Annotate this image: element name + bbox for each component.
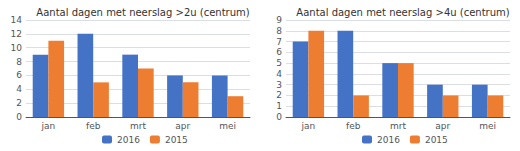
svg-text:9: 9 (276, 15, 282, 25)
svg-text:2: 2 (16, 98, 22, 108)
svg-text:0: 0 (16, 112, 22, 122)
svg-text:2016: 2016 (117, 135, 140, 145)
svg-text:feb: feb (86, 121, 101, 131)
svg-text:7: 7 (276, 37, 282, 47)
svg-text:jan: jan (301, 121, 316, 131)
svg-text:14: 14 (11, 15, 23, 25)
svg-text:4: 4 (16, 84, 22, 94)
svg-text:3: 3 (276, 80, 282, 90)
svg-text:apr: apr (435, 121, 450, 131)
svg-text:6: 6 (16, 70, 22, 80)
svg-text:6: 6 (276, 47, 282, 57)
svg-text:0: 0 (276, 112, 282, 122)
svg-text:mei: mei (479, 121, 496, 131)
svg-text:2: 2 (276, 90, 282, 100)
svg-text:mrt: mrt (130, 121, 146, 131)
svg-text:feb: feb (346, 121, 361, 131)
svg-text:2015: 2015 (425, 135, 448, 145)
svg-text:apr: apr (175, 121, 190, 131)
svg-text:mrt: mrt (390, 121, 406, 131)
svg-text:2015: 2015 (165, 135, 188, 145)
svg-text:4: 4 (276, 69, 282, 79)
svg-text:10: 10 (11, 43, 23, 53)
svg-text:8: 8 (16, 57, 22, 67)
svg-text:12: 12 (11, 29, 22, 39)
svg-text:5: 5 (276, 58, 282, 68)
svg-text:8: 8 (276, 26, 282, 36)
svg-text:Aantal dagen met neerslag >4u: Aantal dagen met neerslag >4u (centrum) (296, 7, 509, 18)
svg-text:1: 1 (276, 101, 282, 111)
svg-text:Aantal dagen met neerslag >2u: Aantal dagen met neerslag >2u (centrum) (36, 7, 249, 18)
svg-text:2016: 2016 (377, 135, 400, 145)
svg-text:jan: jan (41, 121, 56, 131)
svg-text:mei: mei (219, 121, 236, 131)
